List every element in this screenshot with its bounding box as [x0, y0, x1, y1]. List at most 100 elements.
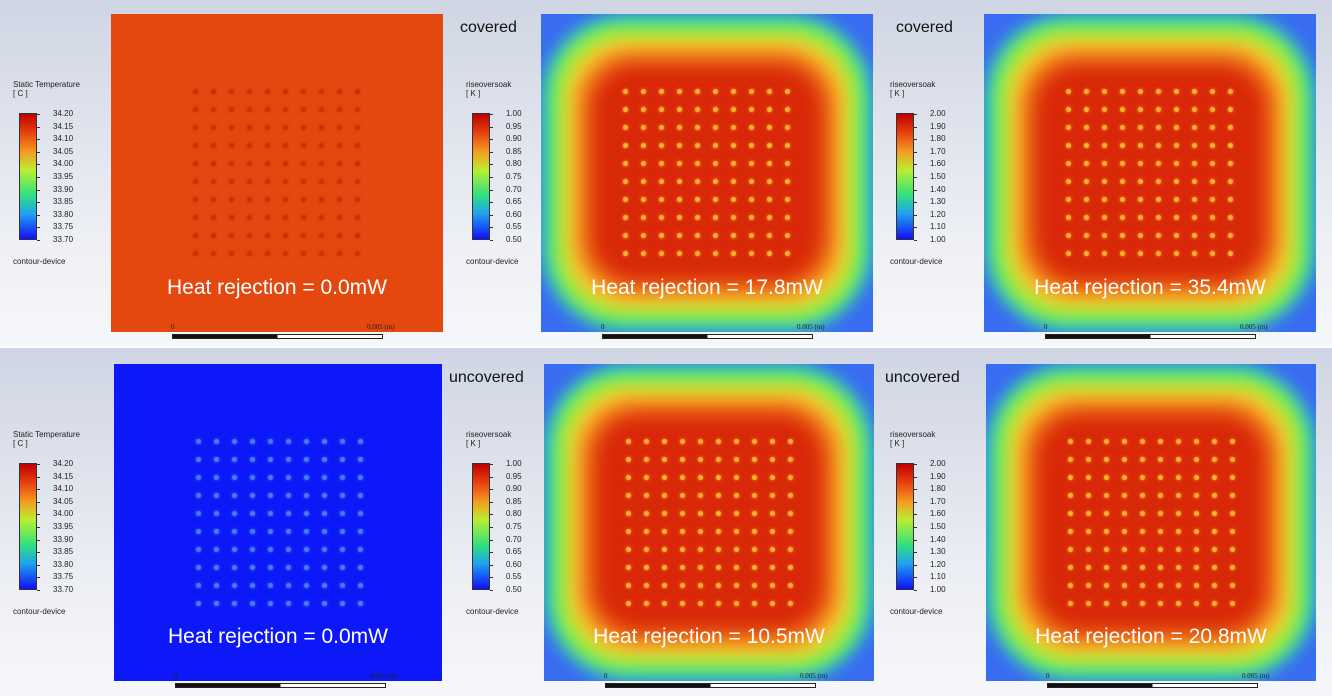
heat-source-dot — [734, 565, 739, 570]
heat-source-dot — [698, 493, 703, 498]
heat-source-dot — [767, 179, 772, 184]
heat-source-dot — [265, 197, 270, 202]
heat-source-dot — [1194, 547, 1199, 552]
heat-source-dot — [749, 179, 754, 184]
legend-tick-label: 0.90 — [506, 484, 522, 494]
heat-source-dot — [337, 161, 342, 166]
heat-source-dot — [1066, 215, 1071, 220]
heat-source-dot — [731, 125, 736, 130]
legend-tick-label: 2.00 — [930, 459, 946, 468]
heat-source-dot — [304, 583, 309, 588]
heat-source-dot — [1104, 529, 1109, 534]
legend-tick-mark — [914, 202, 917, 204]
legend-tick-label: 0.75 — [506, 522, 522, 531]
heat-source-dot — [304, 439, 309, 444]
heat-source-dot — [1140, 583, 1145, 588]
heat-source-dot — [749, 251, 754, 256]
condition-label: uncovered — [449, 369, 524, 386]
heat-source-dot — [1228, 233, 1233, 238]
heat-source-dot — [193, 89, 198, 94]
heat-source-dot — [232, 511, 237, 516]
heat-source-dot — [1158, 439, 1163, 444]
heat-source-dot — [1140, 493, 1145, 498]
legend-colorbar — [19, 113, 37, 240]
heat-source-dot — [358, 457, 363, 462]
heat-source-dot — [626, 475, 631, 480]
heat-source-dot — [1120, 179, 1125, 184]
heat-source-dot — [626, 493, 631, 498]
legend-tick-label: 0.85 — [506, 146, 522, 156]
heat-source-dot — [1084, 215, 1089, 220]
heat-source-dot — [1212, 583, 1217, 588]
heat-source-dot — [626, 439, 631, 444]
heat-source-dot — [1104, 547, 1109, 552]
heat-source-dot — [247, 125, 252, 130]
heat-source-dot — [355, 179, 360, 184]
heat-source-dot — [641, 143, 646, 148]
heat-rejection-label: Heat rejection = 0.0mW — [167, 625, 388, 648]
heat-source-dot — [193, 233, 198, 238]
heat-source-dot — [767, 215, 772, 220]
heat-source-dot — [1210, 215, 1215, 220]
heat-source-dot — [1084, 107, 1089, 112]
heat-source-dot — [1156, 233, 1161, 238]
heat-source-dot — [211, 143, 216, 148]
heat-source-dot — [250, 547, 255, 552]
heat-source-dot — [1192, 251, 1197, 256]
heat-source-dot — [1066, 107, 1071, 112]
heat-source-dot — [322, 493, 327, 498]
heat-source-dot — [659, 161, 664, 166]
heat-source-dot — [247, 161, 252, 166]
legend-tick-label: 1.80 — [930, 484, 946, 494]
heat-source-dot — [358, 493, 363, 498]
heat-source-dot — [1210, 179, 1215, 184]
legend-tick-label: 34.10 — [53, 484, 74, 494]
heat-source-dot — [623, 161, 628, 166]
legend-tick-label: 33.70 — [53, 585, 74, 594]
heat-source-dot — [623, 179, 628, 184]
heat-source-dot — [229, 215, 234, 220]
legend-tick-mark — [914, 577, 917, 579]
heat-source-dot — [337, 233, 342, 238]
legend-tick-label: 0.95 — [506, 471, 522, 481]
heat-source-dot — [247, 143, 252, 148]
heat-source-dot — [716, 529, 721, 534]
legend-tick-mark — [37, 189, 40, 191]
heat-source-dot — [695, 125, 700, 130]
heat-source-dot — [250, 475, 255, 480]
legend-tick-mark — [37, 501, 40, 503]
heat-source-dot — [749, 89, 754, 94]
legend-tick-label: 0.75 — [506, 172, 522, 181]
heat-source-dot — [319, 215, 324, 220]
heat-source-dot — [1212, 601, 1217, 606]
heat-source-dot — [250, 601, 255, 606]
heat-source-dot — [286, 493, 291, 498]
heat-source-dot — [623, 125, 628, 130]
heat-source-dot — [749, 125, 754, 130]
legend-tick-label: 34.20 — [53, 459, 74, 468]
legend-tick-mark — [914, 214, 917, 216]
heat-source-dot — [301, 107, 306, 112]
heat-source-dot — [1174, 215, 1179, 220]
heat-source-dot — [211, 89, 216, 94]
heat-source-dot — [268, 583, 273, 588]
heat-source-dot — [752, 475, 757, 480]
legend-tick-label: 1.90 — [930, 121, 946, 131]
heat-source-dot — [1140, 475, 1145, 480]
heat-source-dot — [340, 439, 345, 444]
heat-source-dot — [286, 457, 291, 462]
heat-source-dot — [623, 107, 628, 112]
heat-source-dot — [1192, 125, 1197, 130]
heat-source-dot — [698, 601, 703, 606]
heat-source-dot — [358, 511, 363, 516]
heat-source-dot — [196, 583, 201, 588]
heat-source-dot — [623, 233, 628, 238]
heat-source-dot — [337, 143, 342, 148]
heat-source-dot — [695, 197, 700, 202]
heat-source-dot — [214, 493, 219, 498]
heat-source-dot — [337, 197, 342, 202]
heat-source-dot — [1212, 475, 1217, 480]
heat-source-dot — [1138, 161, 1143, 166]
heat-source-dot — [355, 233, 360, 238]
heat-source-dot — [286, 547, 291, 552]
